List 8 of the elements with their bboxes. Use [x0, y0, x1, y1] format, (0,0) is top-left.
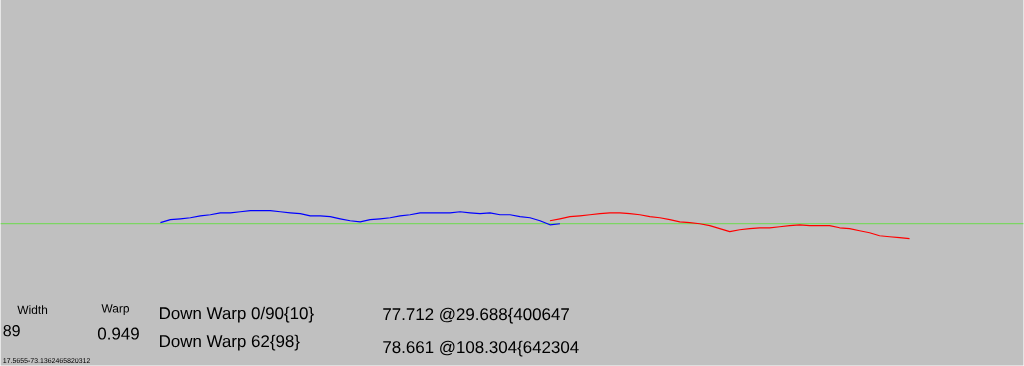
text: Warp: [101, 304, 130, 316]
text: 89: [3, 325, 20, 337]
text: Down Warp 62{98}: [160, 334, 300, 351]
text: Down Warp 0/90{10}: [160, 306, 314, 323]
text: Width: [17, 305, 48, 315]
text: 0.949: [97, 327, 139, 340]
text: 77.712 @29.688{400647: [383, 307, 569, 324]
text: 78.661 @108.304{642304: [383, 340, 579, 357]
